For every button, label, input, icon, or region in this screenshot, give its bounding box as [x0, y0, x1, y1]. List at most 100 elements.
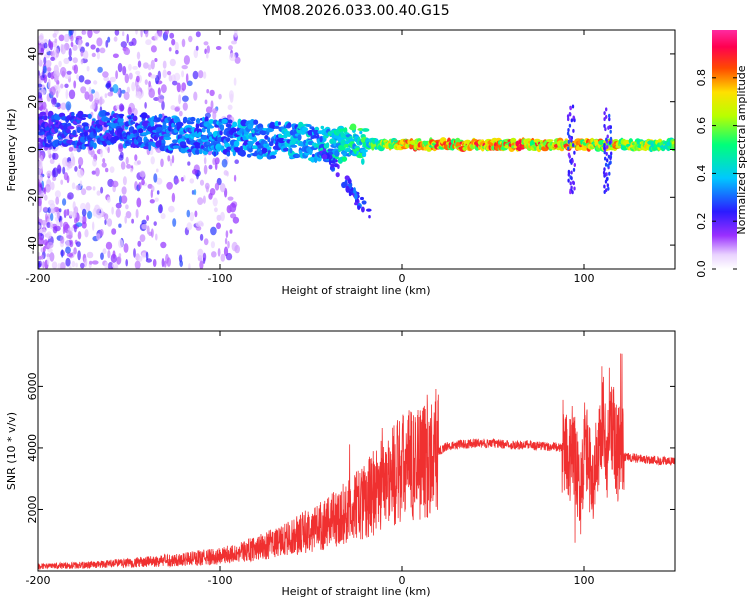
spectrogram-noise-blob	[38, 92, 42, 99]
spectrogram-noise-blob	[60, 179, 64, 185]
spectrogram-ridge-blob	[230, 127, 237, 134]
spectrogram-ridge-blob	[76, 119, 81, 124]
spectrogram-streak-blob	[573, 186, 576, 191]
spectrogram-noise-blob	[78, 39, 82, 50]
colorbar-gradient	[712, 30, 737, 269]
spectrogram-noise-blob	[159, 204, 163, 214]
spectrogram-ridge-blob	[195, 118, 201, 124]
spectrogram-streak-blob	[607, 186, 610, 191]
spectrogram-noise-blob	[227, 240, 230, 249]
spectrogram-ridge-blob	[312, 134, 318, 139]
spectrogram-noise-blob	[143, 62, 149, 69]
spectrogram-ridge-blob	[359, 130, 363, 135]
spectrogram-ridge-blob	[190, 116, 196, 122]
spectrogram-branch-blob	[366, 208, 372, 212]
spectrogram-noise-blob	[63, 172, 69, 181]
spectrogram-noise-blob	[181, 82, 187, 91]
spectrogram-ridge-blob	[76, 126, 82, 133]
spectrogram-noise-blob	[42, 206, 49, 212]
spectrogram-ridge-blob	[194, 143, 202, 149]
spectrogram-noise-blob	[232, 216, 240, 224]
spectrogram-branch-blob	[330, 160, 335, 164]
spectrogram-noise-blob	[85, 185, 92, 191]
spectrogram-noise-blob	[153, 221, 157, 227]
spectrogram-noise-blob	[220, 211, 225, 222]
figure-title: YM08.2026.033.00.40.G15	[261, 3, 449, 19]
spectrogram-ridge-blob	[43, 115, 48, 121]
spectrogram-noise-blob	[49, 252, 55, 262]
spectrogram-noise-blob	[92, 221, 95, 231]
spectrogram-noise-blob	[164, 30, 169, 35]
spectrogram-streak-blob	[567, 152, 571, 157]
spectrogram-streak-blob	[608, 161, 611, 166]
spectrogram-noise-blob	[89, 260, 93, 265]
spectrogram-noise-blob	[99, 229, 104, 237]
spectrogram-noise-blob	[80, 50, 84, 57]
spectrogram-noise-blob	[203, 156, 207, 165]
spectrogram-noise-blob	[139, 234, 146, 243]
spectrogram-noise-blob	[225, 252, 233, 261]
spectrogram-noise-blob	[79, 180, 83, 187]
spectrogram-noise-blob	[205, 106, 213, 114]
spectrogram-noise-blob	[216, 222, 221, 230]
spectrogram-noise-blob	[103, 213, 109, 221]
spectrogram-branch-blob	[321, 154, 328, 160]
spectrogram-noise-blob	[62, 198, 67, 206]
spectrogram-y-tick-label: 0	[26, 146, 39, 153]
spectrogram-ridge-blob	[360, 149, 368, 153]
spectrogram-noise-blob	[56, 164, 62, 175]
spectrogram-noise-blob	[57, 262, 61, 269]
spectrogram-noise-blob	[112, 53, 119, 59]
spectrogram-noise-blob	[160, 158, 164, 168]
spectrogram-noise-blob	[125, 204, 129, 210]
spectrogram-noise-blob	[100, 148, 103, 158]
spectrogram-y-axis-label: Frequency (Hz)	[5, 109, 18, 192]
spectrogram-ridge-blob	[363, 151, 367, 158]
spectrogram-streak-blob	[610, 151, 613, 156]
spectrogram-streak-blob	[605, 172, 608, 177]
spectrogram-noise-blob	[38, 83, 43, 88]
spectrogram-noise-blob	[63, 33, 70, 43]
spectrogram-ridge-blob	[301, 126, 309, 132]
spectrogram-noise-blob	[229, 52, 236, 62]
spectrogram-noise-blob	[150, 74, 157, 79]
spectrogram-streak-blob	[570, 185, 573, 190]
spectrogram-noise-blob	[131, 81, 136, 92]
spectrogram-noise-blob	[74, 166, 78, 172]
spectrogram-noise-blob	[66, 234, 73, 239]
spectrogram-noise-blob	[183, 55, 190, 65]
spectrogram-noise-blob	[204, 182, 210, 190]
spectrogram-noise-blob	[53, 70, 60, 79]
spectrogram-streak-blob	[609, 136, 613, 141]
spectrogram-noise-blob	[91, 52, 96, 58]
spectrogram-noise-blob	[193, 48, 199, 59]
spectrogram-noise-blob	[126, 164, 132, 169]
spectrogram-noise-blob	[210, 226, 217, 236]
spectrogram-noise-blob	[71, 182, 76, 190]
spectrogram-ridge-blob	[270, 151, 277, 156]
spectrogram-noise-blob	[94, 91, 100, 101]
spectrogram-noise-blob	[118, 253, 122, 258]
spectrogram-noise-blob	[203, 164, 208, 175]
spectrogram-noise-blob	[192, 169, 198, 175]
spectrogram-noise-blob	[141, 179, 145, 186]
spectrogram-ridge-blob	[289, 147, 293, 154]
spectrogram-streak-blob	[604, 179, 608, 184]
spectrogram-noise-blob	[66, 70, 72, 75]
spectrogram-noise-blob	[230, 213, 237, 219]
snr-x-ticks: -200 -100 0 100	[26, 331, 595, 587]
spectrogram-noise-blob	[47, 207, 51, 214]
spectrogram-ridge-blob	[266, 146, 272, 150]
spectrogram-ridge-blob	[167, 116, 172, 122]
spectrogram-noise-blob	[105, 82, 112, 88]
spectrogram-noise-blob	[150, 45, 157, 53]
spectrogram-noise-blob	[38, 260, 41, 269]
spectrogram-ridge-blob	[339, 125, 344, 129]
spectrogram-noise-blob	[183, 175, 186, 181]
spectrogram-ridge-blob	[510, 137, 517, 144]
spectrogram-noise-blob	[46, 231, 52, 239]
spectrogram-noise-blob	[144, 79, 148, 85]
spectrogram-noise-blob	[199, 179, 205, 186]
spectrogram-noise-blob	[50, 56, 55, 62]
spectrogram-noise-blob	[156, 168, 159, 173]
